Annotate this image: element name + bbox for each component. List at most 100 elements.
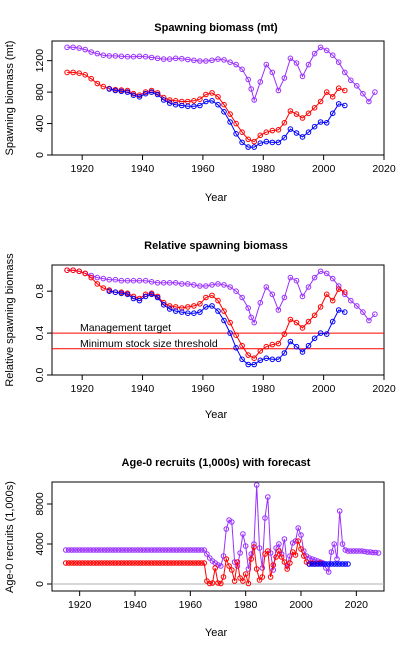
data-point: [221, 317, 227, 324]
data-point: [179, 281, 185, 287]
data-point: [342, 561, 349, 567]
data-point: [96, 547, 102, 553]
data-point: [293, 277, 300, 284]
data-point: [130, 295, 137, 302]
data-point: [305, 110, 312, 117]
data-point: [342, 102, 348, 109]
panel-3-series: [63, 482, 382, 587]
data-point: [275, 340, 282, 347]
data-point: [299, 349, 306, 355]
data-point: [320, 561, 326, 567]
data-point: [140, 560, 147, 566]
data-point: [201, 547, 207, 553]
data-point: [317, 304, 324, 310]
data-point: [101, 560, 108, 566]
data-point: [263, 343, 270, 350]
data-point: [172, 101, 179, 108]
data-point: [206, 580, 213, 587]
data-point: [227, 284, 233, 290]
data-point: [348, 548, 354, 554]
data-point: [281, 134, 288, 141]
series-line: [109, 290, 345, 365]
data-point: [269, 341, 276, 348]
data-point: [242, 571, 249, 577]
data-point: [251, 144, 257, 150]
data-point: [251, 97, 257, 103]
data-point: [197, 58, 203, 64]
data-point: [100, 52, 107, 59]
y-tick-label: 0.0: [34, 368, 46, 383]
data-point: [184, 547, 191, 553]
data-point: [305, 318, 312, 325]
data-point: [287, 560, 293, 566]
data-point: [229, 567, 235, 573]
y-tick-label: 800: [34, 83, 46, 101]
x-tick-label: 2020: [372, 383, 396, 395]
data-point: [195, 547, 202, 553]
data-point: [129, 547, 135, 553]
data-point: [76, 268, 82, 275]
data-point: [335, 85, 342, 91]
data-point: [221, 282, 227, 288]
x-tick-label: 1980: [234, 599, 258, 611]
data-point: [281, 350, 288, 356]
data-point: [148, 54, 155, 61]
data-point: [172, 98, 179, 104]
data-point: [148, 560, 155, 566]
data-point: [148, 291, 155, 298]
data-point: [329, 52, 336, 59]
data-point: [251, 361, 257, 368]
data-point: [215, 297, 221, 304]
data-point: [94, 50, 101, 57]
x-tick-label: 1960: [191, 383, 215, 395]
data-point: [281, 75, 288, 81]
data-point: [76, 560, 83, 566]
data-point: [191, 103, 197, 110]
data-point: [323, 47, 330, 54]
data-point: [231, 578, 238, 584]
data-point: [209, 98, 215, 104]
data-point: [107, 547, 113, 553]
data-point: [221, 101, 227, 108]
data-point: [215, 56, 221, 62]
data-point: [257, 357, 264, 364]
data-point: [112, 53, 119, 59]
data-point: [275, 356, 282, 363]
data-point: [106, 288, 113, 295]
data-point: [256, 577, 263, 583]
data-point: [203, 283, 209, 289]
data-point: [142, 277, 149, 284]
y-tick-label: 4000: [34, 532, 46, 556]
data-point: [124, 277, 131, 284]
data-point: [342, 309, 348, 315]
data-point: [367, 549, 374, 555]
data-point: [227, 119, 233, 125]
y-tick-label: 0.8: [34, 284, 46, 299]
data-point: [179, 102, 185, 109]
data-point: [101, 547, 108, 553]
data-point: [259, 574, 266, 580]
data-point: [209, 282, 215, 288]
data-point: [191, 303, 197, 309]
data-point: [239, 66, 245, 73]
data-point: [79, 547, 86, 553]
data-point: [74, 560, 80, 566]
data-point: [299, 73, 306, 80]
data-point: [354, 303, 360, 309]
data-point: [237, 550, 243, 556]
data-point: [335, 307, 342, 313]
data-point: [137, 560, 144, 566]
data-point: [287, 55, 294, 62]
data-point: [359, 548, 365, 554]
data-point: [329, 110, 336, 117]
data-point: [130, 53, 137, 60]
data-point: [227, 319, 233, 326]
data-point: [263, 129, 270, 135]
data-point: [168, 560, 174, 566]
data-point: [314, 561, 321, 567]
data-point: [339, 541, 346, 547]
data-point: [329, 297, 336, 304]
panel-2-y-ticks: 0.0 0.4 0.8: [34, 284, 52, 383]
data-point: [293, 60, 300, 66]
